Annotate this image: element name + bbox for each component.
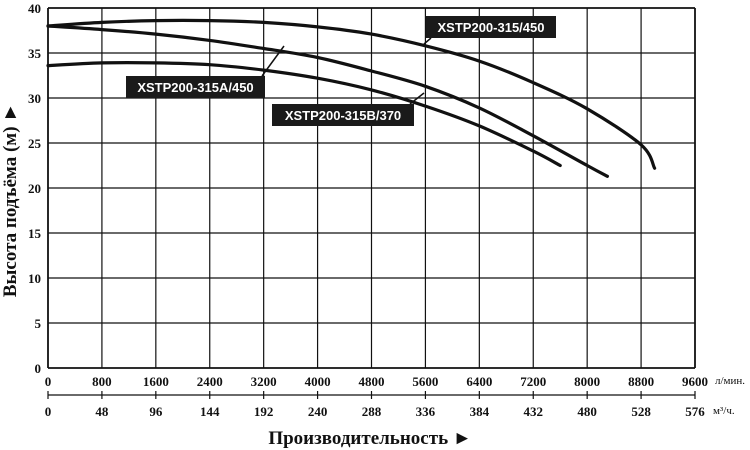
y-tick-label: 40	[28, 1, 41, 16]
label-xstp200-315b-370: XSTP200-315B/370	[272, 104, 414, 126]
series-name: XSTP200-315/450	[438, 20, 545, 35]
y-tick-label: 15	[28, 226, 42, 241]
label-box	[126, 76, 265, 98]
x-tick-label-bottom: 528	[631, 404, 651, 419]
label-xstp200-315a-450: XSTP200-315A/450	[126, 76, 265, 98]
y-tick-label: 5	[35, 316, 42, 331]
x-tick-label-bottom: 288	[362, 404, 382, 419]
curve-xstp200-315b-370	[46, 61, 562, 168]
x-tick-label-bottom: 576	[685, 404, 705, 419]
y-tick-label: 10	[28, 271, 41, 286]
series-name: XSTP200-315B/370	[285, 108, 401, 123]
x-tick-label-bottom: 384	[470, 404, 490, 419]
x-tick-label-top: 0	[45, 374, 52, 389]
x-unit-top: л/мин.	[715, 375, 745, 387]
x-tick-label-bottom: 240	[308, 404, 328, 419]
x-tick-label-top: 800	[92, 374, 112, 389]
x-unit-bottom: м³/ч.	[713, 405, 735, 417]
x-tick-label-top: 9600	[682, 374, 708, 389]
label-xstp200-315-450: XSTP200-315/450	[426, 16, 556, 38]
y-tick-label: 25	[28, 136, 42, 151]
label-box	[272, 104, 414, 126]
x-tick-label-top: 7200	[520, 374, 546, 389]
y-tick-label: 0	[35, 361, 42, 376]
series-labels: XSTP200-315/450 XSTP200-315A/450 XSTP200-3…	[126, 16, 556, 126]
x-axis-title: Производительность ►	[268, 428, 471, 449]
y-tick-label: 30	[28, 91, 41, 106]
y-axis-title: Высота подъёма (м) ►	[0, 103, 21, 297]
label-box	[426, 16, 556, 38]
x-tick-label-top: 8800	[628, 374, 654, 389]
grid	[47, 7, 696, 369]
x-tick-label-bottom: 480	[577, 404, 597, 419]
x-tick-label-bottom: 432	[524, 404, 544, 419]
series-name: XSTP200-315A/450	[137, 80, 253, 95]
x-tick-label-top: 4800	[359, 374, 385, 389]
x-tick-label-bottom: 336	[416, 404, 436, 419]
curve-xstp200-315a-450	[46, 24, 609, 178]
label-leader-line	[423, 37, 432, 45]
curves	[46, 18, 657, 178]
label-leader-line	[409, 92, 425, 105]
x-tick-label-top: 4000	[305, 374, 331, 389]
x-tick-label-bottom: 48	[95, 404, 109, 419]
x-tick-label-top: 3200	[251, 374, 277, 389]
x-tick-label-top: 2400	[197, 374, 223, 389]
label-leader-line	[261, 45, 285, 77]
y-tick-label: 35	[28, 46, 42, 61]
curve-xstp200-315-450	[46, 18, 657, 170]
y-tick-label: 20	[28, 181, 41, 196]
tick-labels: 0 800 1600 2400 3200 4000 4800 5600 6400 7200 8000…	[28, 1, 708, 419]
x-tick-label-bottom: 96	[149, 404, 163, 419]
x-tick-label-bottom: 144	[200, 404, 220, 419]
x-tick-label-top: 6400	[466, 374, 492, 389]
x-tick-label-bottom: 192	[254, 404, 274, 419]
x-tick-label-top: 1600	[143, 374, 169, 389]
x-tick-label-top: 5600	[412, 374, 438, 389]
x-tick-label-bottom: 0	[45, 404, 52, 419]
x-tick-label-top: 8000	[574, 374, 600, 389]
